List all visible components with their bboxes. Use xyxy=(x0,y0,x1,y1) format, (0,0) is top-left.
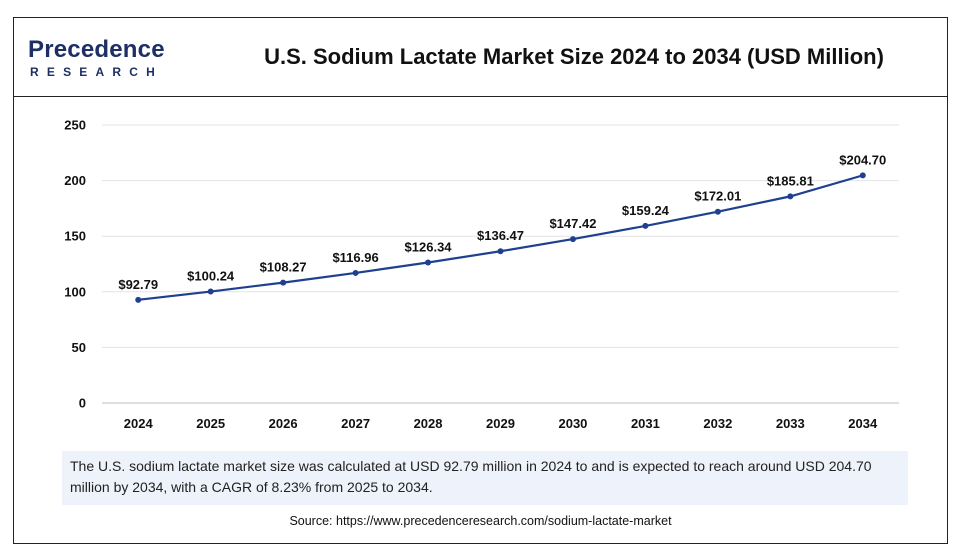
y-tick-label: 250 xyxy=(64,118,86,133)
y-tick-label: 50 xyxy=(72,340,86,355)
data-point xyxy=(207,288,214,295)
y-tick-label: 150 xyxy=(64,229,86,244)
data-point xyxy=(135,296,142,303)
x-tick-label: 2025 xyxy=(196,416,225,431)
data-point xyxy=(425,259,432,266)
data-label: $92.79 xyxy=(118,277,158,292)
y-tick-label: 100 xyxy=(64,284,86,299)
data-point xyxy=(859,172,866,179)
line-chart: 0 50 100 150 200 250 2024 2025 2026 2027 2028 2029… xyxy=(64,118,899,431)
y-tick-label: 200 xyxy=(64,173,86,188)
x-tick-label: 2024 xyxy=(124,416,154,431)
x-tick-label: 2032 xyxy=(703,416,732,431)
x-tick-label: 2028 xyxy=(414,416,443,431)
data-point xyxy=(280,279,287,286)
logo-bottom-text: RESEARCH xyxy=(30,65,163,79)
chart-frame: Precedence RESEARCH U.S. Sodium Lactate … xyxy=(13,17,948,544)
data-point xyxy=(642,222,649,229)
data-label: $116.96 xyxy=(332,250,378,265)
data-label: $159.24 xyxy=(622,203,670,218)
source-text: Source: https://www.precedenceresearch.c… xyxy=(289,514,672,528)
x-tick-label: 2030 xyxy=(558,416,587,431)
data-label: $136.47 xyxy=(477,228,524,243)
x-tick-label: 2029 xyxy=(486,416,515,431)
data-label: $147.42 xyxy=(549,216,596,231)
data-label: $172.01 xyxy=(694,189,741,204)
y-tick-label: 0 xyxy=(79,396,86,411)
data-point xyxy=(497,248,504,255)
x-tick-label: 2027 xyxy=(341,416,370,431)
data-point xyxy=(569,236,576,243)
header: Precedence RESEARCH U.S. Sodium Lactate … xyxy=(14,18,947,97)
x-tick-label: 2031 xyxy=(631,416,660,431)
data-point xyxy=(714,208,721,215)
chart-title: U.S. Sodium Lactate Market Size 2024 to … xyxy=(264,44,884,69)
data-point xyxy=(352,269,359,276)
data-label: $204.70 xyxy=(839,152,886,167)
data-label: $126.34 xyxy=(405,240,453,255)
x-tick-label: 2033 xyxy=(776,416,805,431)
data-point xyxy=(787,193,794,200)
logo-top-text: Precedence xyxy=(28,36,165,63)
x-tick-label: 2034 xyxy=(848,416,878,431)
data-label: $185.81 xyxy=(767,173,814,188)
data-label: $108.27 xyxy=(260,260,307,275)
x-tick-label: 2026 xyxy=(269,416,298,431)
precedence-research-logo: Precedence RESEARCH xyxy=(28,36,178,80)
summary-text: The U.S. sodium lactate market size was … xyxy=(62,451,908,505)
data-label: $100.24 xyxy=(187,269,235,284)
